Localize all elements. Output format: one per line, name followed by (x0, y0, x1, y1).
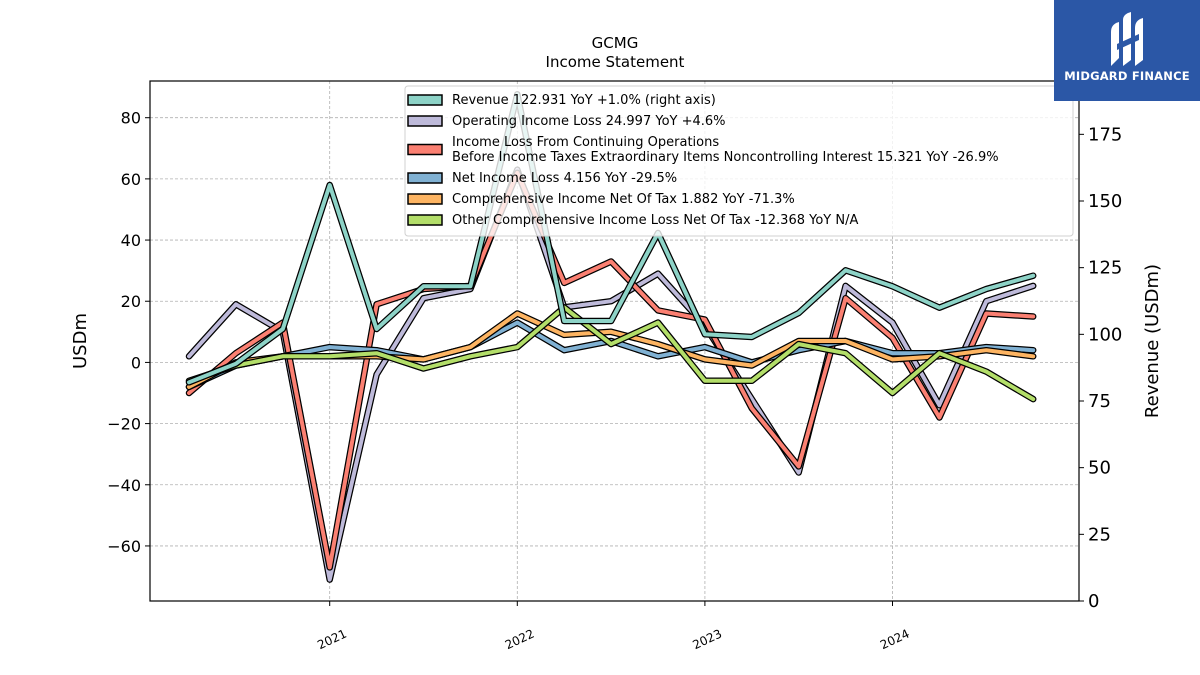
left-axis-ticks: −60 −40 −20 0 20 40 60 80 (107, 109, 150, 556)
left-tick-label: 0 (131, 353, 141, 372)
midgard-logo-icon (1111, 12, 1143, 66)
legend-swatch (407, 214, 443, 226)
left-tick-label: −60 (107, 537, 141, 556)
plot-frame (149, 80, 1080, 602)
x-tick-label: 2024 (878, 627, 912, 653)
left-axis-label: USDm (70, 313, 91, 369)
right-axis-label: Revenue (USDm) (1142, 264, 1163, 418)
right-tick-label: 100 (1088, 324, 1122, 345)
legend-swatch (407, 115, 443, 127)
series-line-operating-income-loss (187, 167, 1036, 582)
right-tick-label: 25 (1088, 524, 1111, 545)
right-tick-label: 75 (1088, 391, 1111, 412)
left-tick-label: 60 (121, 170, 141, 189)
legend-entry: Comprehensive Income Net Of Tax 1.882 Yo… (452, 192, 795, 207)
series-line-other-comprehensive-income-loss-net-of-t (187, 305, 1036, 402)
chart-subtitle: Income Statement (546, 53, 685, 71)
legend-entry: Revenue 122.931 YoY +1.0% (right axis) (452, 93, 716, 108)
chart-title: GCMG (592, 34, 639, 52)
x-tick-label: 2022 (503, 627, 537, 653)
legend-entry: Income Loss From Continuing Operations Be… (452, 135, 999, 165)
legend-swatch (407, 172, 443, 184)
series-line-income-loss-from-continuing-operations-b (187, 170, 1036, 570)
right-tick-label: 150 (1088, 191, 1122, 212)
legend-box (404, 85, 1074, 237)
right-axis-ticks: 0 25 50 75 100 125 150 175 (1079, 124, 1122, 612)
left-tick-label: −20 (107, 415, 141, 434)
series-layer (185, 91, 1037, 583)
legend-swatch (407, 94, 443, 106)
right-tick-label: 50 (1088, 458, 1111, 479)
x-tick-label: 2021 (315, 627, 349, 653)
legend-entry: Operating Income Loss 24.997 YoY +4.6% (452, 114, 726, 129)
left-tick-label: 40 (121, 231, 141, 250)
right-tick-label: 175 (1088, 124, 1122, 145)
series-line-revenue (187, 92, 1036, 385)
legend-swatch (407, 193, 443, 205)
brand-logo: MIDGARD FINANCE (1054, 0, 1200, 101)
legend-entry: Net Income Loss 4.156 YoY -29.5% (452, 171, 677, 186)
x-axis-ticks: 2021 2022 2023 2024 (315, 601, 912, 653)
x-tick-label: 2023 (690, 627, 724, 653)
legend-entry: Other Comprehensive Income Loss Net Of T… (452, 213, 858, 228)
chart-legend: Revenue 122.931 YoY +1.0% (right axis) Op… (404, 85, 1074, 237)
left-tick-label: 20 (121, 292, 141, 311)
brand-name: MIDGARD FINANCE (1064, 69, 1190, 83)
right-tick-label: 125 (1088, 258, 1122, 279)
right-tick-label: 0 (1088, 591, 1099, 612)
left-tick-label: 80 (121, 109, 141, 128)
left-tick-label: −40 (107, 476, 141, 495)
legend-swatch (407, 143, 443, 156)
